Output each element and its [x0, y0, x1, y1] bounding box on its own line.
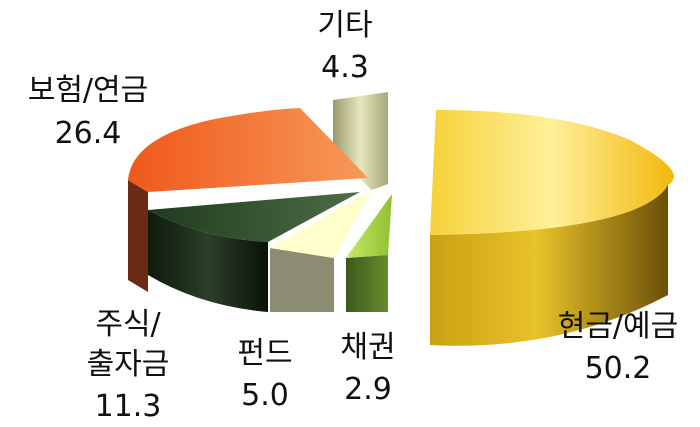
pie-slice-other-top: [333, 92, 388, 190]
label-bond-name: 채권: [340, 330, 395, 365]
pie-slice-fund: [270, 190, 372, 312]
label-cash-deposit-value: 50.2: [585, 351, 652, 386]
pie-slice-bond: [346, 194, 392, 312]
label-stocks-equity-name-line2: 출자금: [87, 347, 170, 382]
label-cash-deposit-name: 현금/예금: [558, 309, 679, 344]
pie-slice-cash-deposit: [430, 110, 674, 346]
label-fund: 펀드 5.0: [237, 336, 292, 413]
label-other-name: 기타: [317, 8, 372, 43]
label-bond: 채권 2.9: [340, 330, 395, 407]
label-other-value: 4.3: [321, 50, 369, 85]
pie-slice-insurance-pension-top: [128, 108, 368, 192]
pie-slice-bond-top: [346, 194, 392, 258]
pie-slice-other: [333, 92, 388, 190]
label-stocks-equity-name-line1: 주식/: [95, 307, 161, 342]
pie-slice-cash-deposit-top: [430, 110, 674, 235]
label-insurance-pension-value: 26.4: [55, 116, 122, 151]
label-cash-deposit: 현금/예금 50.2: [558, 309, 679, 386]
pie-slice-stocks-equity-top: [148, 192, 360, 242]
pie-slice-stocks-equity: [148, 192, 360, 312]
pie-slice-insurance-pension: [128, 108, 368, 292]
label-stocks-equity-value: 11.3: [95, 389, 162, 424]
label-insurance-pension: 보험/연금 26.4: [28, 73, 149, 151]
pie-slice-fund-top: [270, 190, 372, 258]
pie-slice-bond-side: [346, 255, 388, 312]
label-insurance-pension-name: 보험/연금: [28, 73, 149, 108]
pie-slice-stocks-equity-side: [148, 210, 268, 312]
label-other: 기타 4.3: [317, 8, 372, 85]
pie-slice-insurance-pension-side: [128, 180, 148, 292]
label-fund-name: 펀드: [237, 336, 292, 371]
label-fund-value: 5.0: [241, 378, 289, 413]
label-stocks-equity: 주식/ 출자금 11.3: [87, 307, 170, 424]
pie-slice-cash-deposit-side: [430, 185, 668, 346]
label-bond-value: 2.9: [344, 372, 392, 407]
pie-slice-fund-side: [270, 248, 334, 312]
